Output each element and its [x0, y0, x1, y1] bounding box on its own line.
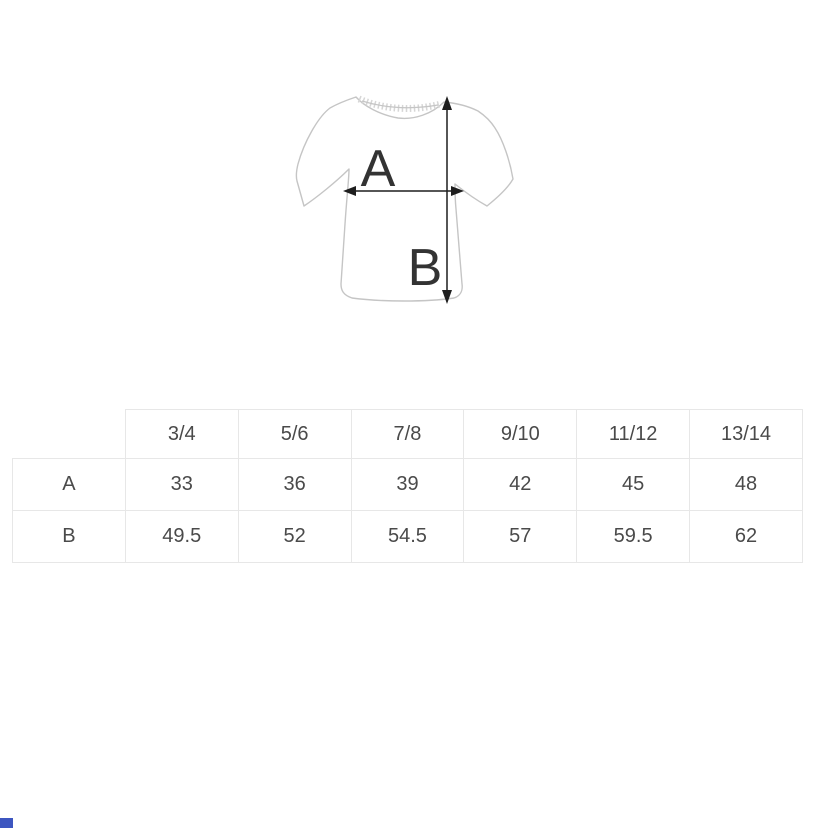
length-arrow [442, 96, 452, 304]
row-label-a: A [12, 458, 126, 511]
collar-inner-edge [361, 100, 439, 109]
column-header-13-14: 13/14 [689, 409, 803, 459]
table-cell: 59.5 [576, 510, 691, 563]
bottom-left-blue-fragment[interactable] [0, 818, 13, 828]
table-row-a: A 33 36 39 42 45 48 [12, 458, 803, 511]
column-header-5-6: 5/6 [237, 409, 352, 459]
table-cell: 52 [237, 510, 352, 563]
size-table-header-row: 3/4 5/6 7/8 9/10 11/12 13/14 [12, 409, 803, 459]
column-header-7-8: 7/8 [350, 409, 465, 459]
tshirt-outline [295, 96, 514, 302]
table-cell: 39 [350, 458, 465, 511]
table-cell: 62 [689, 510, 803, 563]
table-cell: 45 [576, 458, 691, 511]
chest-width-arrow [343, 186, 464, 196]
column-header-3-4: 3/4 [124, 409, 239, 459]
row-label-b: B [12, 510, 126, 563]
size-table: 3/4 5/6 7/8 9/10 11/12 13/14 A 33 36 39 … [12, 409, 803, 563]
column-header-11-12: 11/12 [576, 409, 691, 459]
label-a: A [361, 140, 396, 198]
table-cell: 49.5 [124, 510, 239, 563]
corner-cell [12, 409, 126, 459]
table-cell: 57 [463, 510, 578, 563]
table-row-b: B 49.5 52 54.5 57 59.5 62 [12, 510, 803, 563]
tshirt-diagram-icon: A B [295, 95, 514, 304]
table-cell: 54.5 [350, 510, 465, 563]
table-cell: 36 [237, 458, 352, 511]
table-cell: 42 [463, 458, 578, 511]
table-cell: 33 [124, 458, 239, 511]
column-header-9-10: 9/10 [463, 409, 578, 459]
table-cell: 48 [689, 458, 803, 511]
label-b: B [408, 239, 443, 297]
tshirt-measurement-diagram: A B [292, 84, 522, 319]
